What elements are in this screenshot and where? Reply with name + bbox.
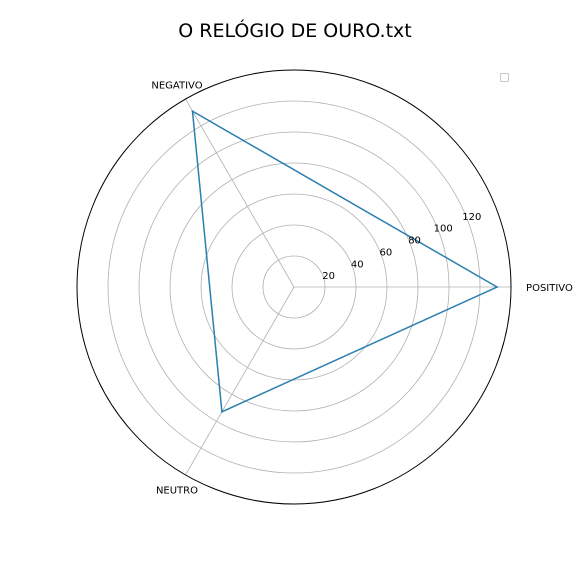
category-labels: POSITIVO NEGATIVO NEUTRO: [151, 80, 573, 496]
legend: [500, 73, 509, 82]
data-point-negativo: [191, 110, 194, 112]
category-label-positivo: POSITIVO: [526, 283, 573, 294]
tick-labels: 20 40 60 80 100 120: [322, 212, 481, 282]
outer-frame: [76, 69, 512, 505]
tick-label-20: 20: [322, 271, 335, 282]
spokes: [185, 98, 511, 476]
tick-label-120: 120: [462, 212, 481, 223]
spoke-negativo: [185, 98, 295, 288]
category-label-neutro: NEUTRO: [156, 486, 198, 497]
data-point-positivo: [496, 286, 498, 288]
data-point-neutro: [221, 411, 223, 413]
tick-label-100: 100: [434, 224, 453, 235]
category-label-negativo: NEGATIVO: [151, 80, 202, 91]
series-layer: [191, 109, 499, 413]
chart-title: O RELÓGIO DE OURO.txt: [178, 20, 412, 42]
series-line-0: [191, 109, 499, 413]
spoke-neutro: [185, 286, 295, 476]
tick-label-80: 80: [408, 236, 421, 247]
tick-label-60: 60: [380, 247, 393, 258]
tick-label-40: 40: [351, 259, 364, 270]
